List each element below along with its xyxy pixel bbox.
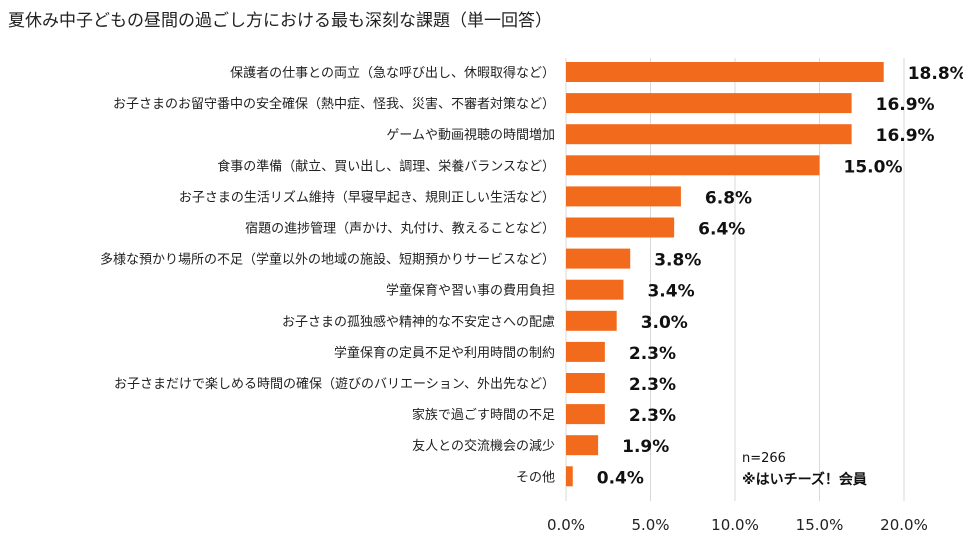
- bar: [566, 373, 605, 393]
- bar: [566, 435, 599, 456]
- bar: [566, 124, 852, 145]
- x-tick-label: 10.0%: [711, 516, 759, 534]
- x-tick-label: 20.0%: [880, 516, 928, 534]
- value-labels: 18.8% 16.9% 16.9% 15.0% 6.8% 6.4% 3.8% 3.4% 3.0%…: [597, 64, 963, 488]
- value-label: 0.4%: [597, 468, 644, 488]
- bar: [566, 404, 605, 425]
- value-label: 2.3%: [629, 344, 676, 364]
- member-note: ※はいチーズ！会員: [742, 471, 867, 488]
- bars: [566, 62, 884, 487]
- value-label: 2.3%: [629, 406, 676, 426]
- value-label: 6.4%: [698, 220, 745, 240]
- bar: [566, 217, 675, 238]
- x-tick-label: 15.0%: [796, 516, 844, 534]
- category-label: 学童保育の定員不足や利用時間の制約: [334, 345, 555, 361]
- value-label: 1.9%: [622, 437, 669, 457]
- bar: [566, 466, 573, 487]
- bar: [566, 341, 605, 362]
- category-label: お子さまのお留守番中の安全確保（熱中症、怪我、災害、不審者対策など）: [113, 96, 555, 112]
- category-label: 保護者の仕事との両立（急な呼び出し、休暇取得など）: [230, 65, 555, 81]
- category-label: 学童保育や習い事の費用負担: [386, 283, 555, 299]
- category-label: お子さまだけで楽しめる時間の確保（遊びのバリエーション、外出先など）: [114, 376, 555, 392]
- bar: [566, 310, 617, 331]
- category-label: お子さまの孤独感や精神的な不安定さへの配慮: [282, 314, 555, 330]
- category-labels: 保護者の仕事との両立（急な呼び出し、休暇取得など） お子さまのお留守番中の安全確保…: [100, 65, 555, 485]
- category-label: ゲームや動画視聴の時間増加: [386, 128, 555, 143]
- bar: [566, 279, 624, 300]
- value-label: 15.0%: [844, 157, 903, 177]
- x-axis-tick-labels: 0.0% 5.0% 10.0% 15.0% 20.0%: [547, 516, 928, 534]
- x-tick-label: 5.0%: [631, 516, 669, 534]
- value-label: 16.9%: [876, 126, 935, 146]
- category-label: 多様な預かり場所の不足（学童以外の地域の施設、短期預かりサービスなど）: [100, 252, 555, 268]
- bar: [566, 186, 681, 207]
- bar: [566, 62, 884, 82]
- value-label: 3.0%: [641, 313, 688, 333]
- category-label: お子さまの生活リズム維持（早寝早起き、規則正しい生活など）: [179, 189, 555, 205]
- bar: [566, 155, 820, 176]
- category-label: 家族で過ごす時間の不足: [412, 407, 555, 423]
- bar: [566, 248, 631, 269]
- category-label: 宿題の進捗管理（声かけ、丸付け、教えることなど）: [245, 221, 555, 237]
- x-tick-label: 0.0%: [547, 516, 585, 534]
- value-label: 18.8%: [908, 64, 963, 84]
- sample-size-note: n=266: [742, 451, 786, 466]
- value-label: 16.9%: [876, 95, 935, 115]
- value-label: 3.8%: [654, 251, 701, 271]
- category-label: その他: [516, 470, 555, 485]
- value-label: 2.3%: [629, 375, 676, 395]
- category-label: 食事の準備（献立、買い出し、調理、栄養バランスなど）: [217, 158, 555, 174]
- category-label: 友人との交流機会の減少: [412, 438, 555, 454]
- value-label: 3.4%: [647, 282, 694, 302]
- value-label: 6.8%: [705, 188, 752, 208]
- bar: [566, 93, 852, 114]
- chart-title: 夏休み中子どもの昼間の過ごし方における最も深刻な課題（単一回答）: [8, 11, 552, 31]
